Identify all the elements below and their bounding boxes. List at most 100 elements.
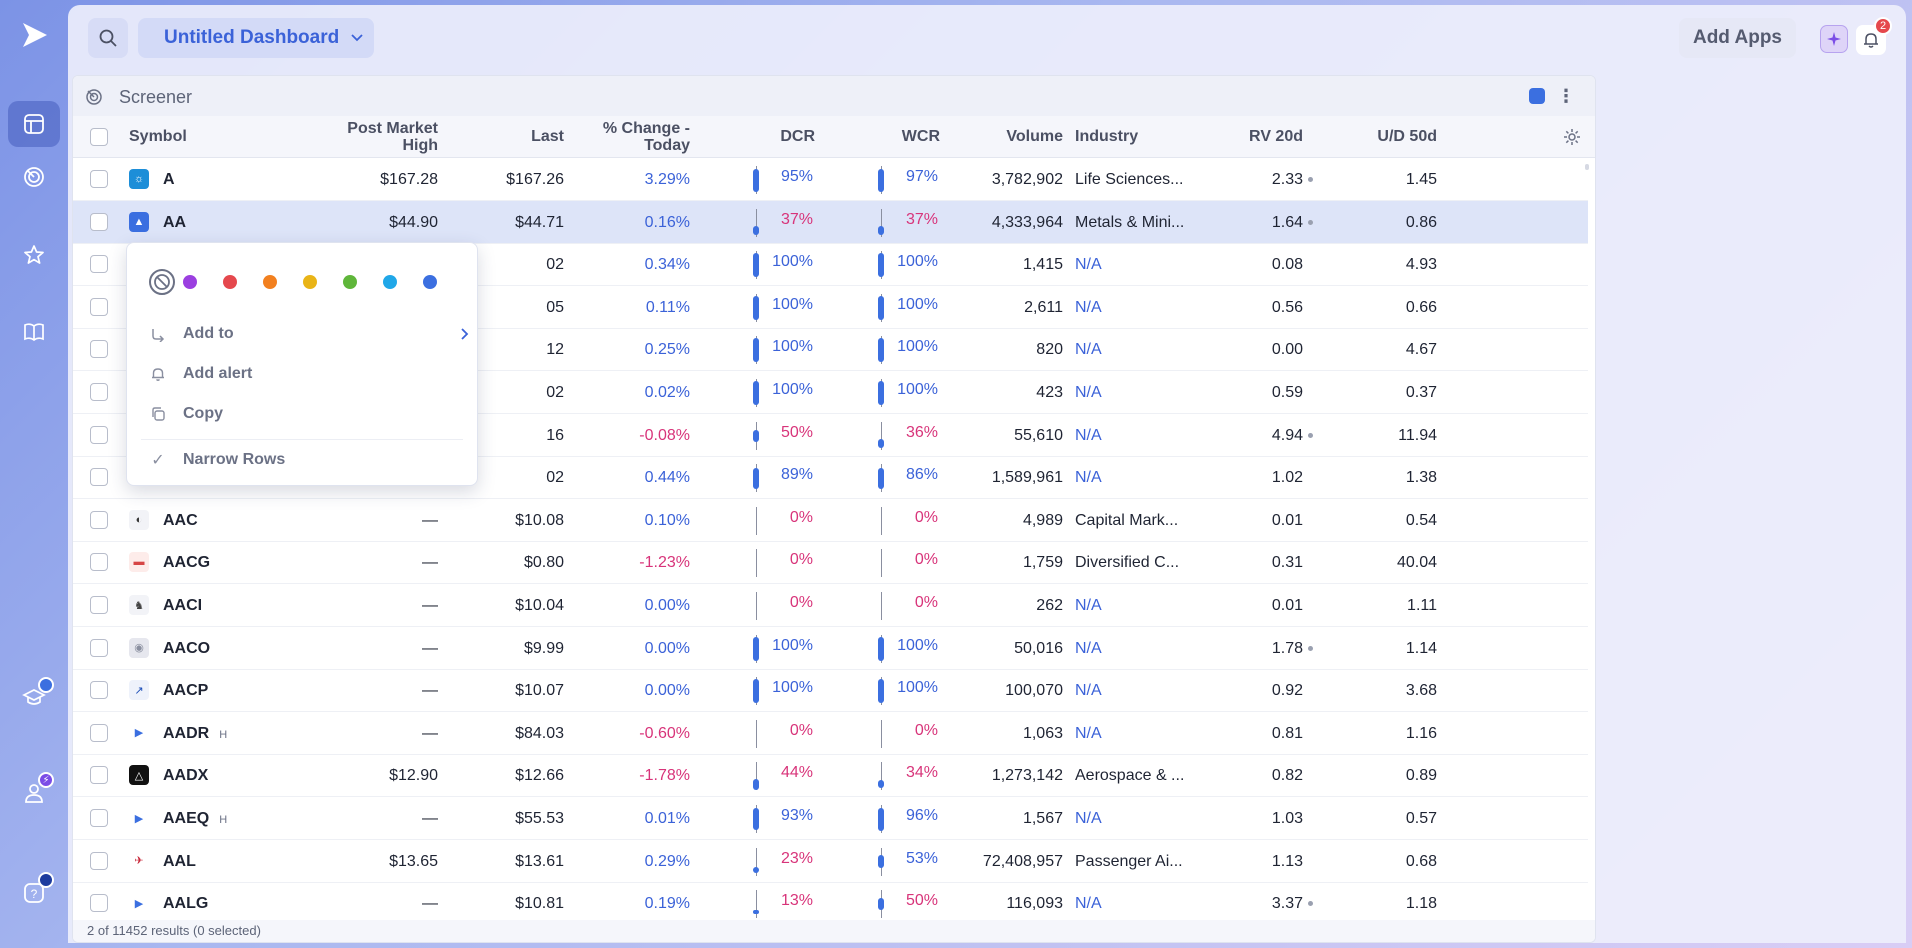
row-checkbox[interactable] [90,297,108,316]
alcoa-logo-icon[interactable]: ▲ [129,211,149,232]
statue-icon[interactable]: ♞ [129,595,149,615]
ring-icon[interactable]: ◐ [129,509,149,530]
play-logo-icon[interactable]: ▶ [129,722,149,743]
column-header-dcr[interactable]: DCR [780,128,815,145]
row-checkbox[interactable] [90,255,108,274]
play-logo-icon[interactable]: ▶ [129,808,149,828]
globe-icon[interactable]: ◉ [129,637,149,658]
add-alert-menu-item[interactable]: Add alert [149,360,469,388]
symbol-cell[interactable]: AAL [163,852,196,870]
row-checkbox[interactable] [90,553,108,572]
column-header-symbol[interactable]: Symbol [129,128,187,145]
symbol-cell[interactable]: AAEQ H [163,810,228,827]
airline-logo-icon[interactable]: ✈ [129,850,149,871]
gear-icon[interactable] [1563,128,1581,146]
app-logo-icon[interactable] [19,20,49,50]
learn-nav-button[interactable] [8,309,60,355]
row-checkbox[interactable] [90,383,108,401]
table-row[interactable]: 02 0.44% 89% 86% 1,589,961 N/A 1.02 1.38 [73,456,1588,500]
play-logo-icon[interactable]: ▶ [129,893,149,914]
column-header-ud50d[interactable]: U/D 50d [1377,128,1437,145]
symbol-cell[interactable]: AAC [163,511,198,529]
table-row[interactable]: 05 0.11% 100% 100% 2,611 N/A 0.56 0.66 [73,286,1588,329]
column-header-last[interactable]: Last [531,128,564,145]
row-checkbox[interactable] [90,468,108,487]
row-checkbox[interactable] [90,425,108,444]
column-header-industry[interactable]: Industry [1075,128,1139,145]
symbol-cell[interactable]: AACG [163,554,211,572]
table-row[interactable]: 02 0.34% 100% 100% 1,415 N/A 0.08 4.93 [73,243,1588,287]
row-checkbox[interactable] [90,681,108,700]
education-nav-button[interactable] [8,675,60,721]
panel-header[interactable]: Screener ⋮ [73,76,1595,116]
color-swatch[interactable] [303,275,317,289]
account-nav-button[interactable]: ⚡ [8,770,60,816]
ai-assistant-button[interactable] [1820,25,1848,53]
panel-menu-icon[interactable]: ⋮ [1557,86,1575,106]
row-checkbox[interactable] [90,894,108,913]
column-header-rv20d[interactable]: RV 20d [1249,128,1303,145]
narrow-rows-menu-item[interactable]: ✓ Narrow Rows [149,446,469,474]
select-all-checkbox[interactable] [90,128,108,146]
symbol-cell[interactable]: A [163,171,175,188]
sun-icon[interactable]: ☼ [129,169,149,189]
table-row[interactable]: 16 -0.08% 50% 36% 55,610 N/A 4.94 11.94 [73,414,1588,457]
table-row[interactable]: ◐ AAC — $10.08 0.10% 0% 0% 4,989 Capital Mark...… [73,499,1588,542]
arrow-logo-icon[interactable]: ↗ [129,680,149,701]
search-button[interactable] [88,18,128,58]
watchlist-nav-button[interactable] [8,232,60,278]
symbol-cell[interactable]: AACI [163,597,203,614]
column-header-post-market-high[interactable]: Post Market High [347,120,438,154]
table-row[interactable]: ▶ AAEQ H — $55.53 0.01% 93% 96% 1,567 N/A 1.03 0.57 [73,797,1588,840]
row-checkbox[interactable] [90,851,108,870]
color-swatch[interactable] [343,275,357,289]
car-icon[interactable]: ▬ [129,552,149,573]
color-swatch[interactable] [183,275,197,289]
symbol-cell[interactable]: AACO [163,639,211,657]
color-swatch[interactable] [263,275,277,289]
add-apps-button[interactable]: Add Apps [1678,18,1796,58]
table-row[interactable]: ↗ AACP — $10.07 0.00% 100% 100% 100,070 N/A 0.92 3… [73,669,1588,713]
triangle-logo-icon[interactable]: △ [129,765,149,786]
table-row[interactable]: ♞ AACI — $10.04 0.00% 0% 0% 262 N/A 0.01 1.11 [73,584,1588,627]
row-checkbox[interactable] [90,170,108,188]
table-row[interactable]: 02 0.02% 100% 100% 423 N/A 0.59 0.37 [73,371,1588,414]
table-row[interactable]: ▶ AADR H — $84.03 -0.60% 0% 0% 1,063 N/A 0.81 1.16 [73,712,1588,755]
symbol-cell[interactable]: AA [163,213,187,231]
color-swatch[interactable] [223,275,237,289]
dashboards-nav-button[interactable] [8,101,60,147]
row-checkbox[interactable] [90,340,108,359]
column-header-change[interactable]: % Change - Today [602,120,690,154]
column-header-volume[interactable]: Volume [1006,128,1063,145]
symbol-cell[interactable]: AACP [163,682,209,700]
row-checkbox[interactable] [90,510,108,529]
table-row[interactable]: ☼ A $167.28 $167.26 3.29% 95% 97% 3,782,902 Life… [73,158,1588,201]
help-nav-button[interactable]: ? [8,870,60,916]
row-checkbox[interactable] [90,638,108,657]
color-swatch[interactable] [423,275,437,289]
symbol-cell[interactable]: AADR H [163,724,228,742]
row-checkbox[interactable] [90,212,108,231]
row-checkbox[interactable] [90,809,108,827]
column-header-wcr[interactable]: WCR [901,128,940,145]
table-row[interactable]: ▬ AACG — $0.80 -1.23% 0% 0% 1,759 Diversified C.… [73,541,1588,585]
table-row[interactable]: ✈ AAL $13.65 $13.61 0.29% 23% 53% 72,408,957 Pas… [73,840,1588,883]
table-row[interactable]: △ AADX $12.90 $12.66 -1.78% 44% 34% 1,273,142 Ae… [73,754,1588,798]
table-row[interactable]: ▲ AA $44.90 $44.71 0.16% 37% 37% 4,333,964 Metal… [73,200,1588,244]
table-row[interactable]: ◉ AACO — $9.99 0.00% 100% 100% 50,016 N/A 1.78 1.1… [73,627,1588,670]
color-swatch[interactable] [383,275,397,289]
row-checkbox[interactable] [90,596,108,614]
table-row[interactable]: 12 0.25% 100% 100% 820 N/A 0.00 4.67 [73,328,1588,372]
add-to-menu-item[interactable]: Add to [149,320,469,348]
scrollbar[interactable] [1585,164,1589,170]
dashboard-selector[interactable]: Untitled Dashboard [138,18,374,58]
row-checkbox[interactable] [90,723,108,742]
row-checkbox[interactable] [90,766,108,785]
symbol-cell[interactable]: AADX [163,767,209,785]
panel-color-link-button[interactable] [1529,88,1545,104]
no-color-swatch[interactable] [149,269,175,295]
symbol-cell[interactable]: AALG [163,895,209,913]
screener-nav-button[interactable] [8,154,60,200]
notifications-button[interactable]: 2 [1856,17,1892,55]
table-row[interactable]: ▶ AALG — $10.81 0.19% 13% 50% 116,093 N/A 3.37 1.1… [73,882,1588,922]
